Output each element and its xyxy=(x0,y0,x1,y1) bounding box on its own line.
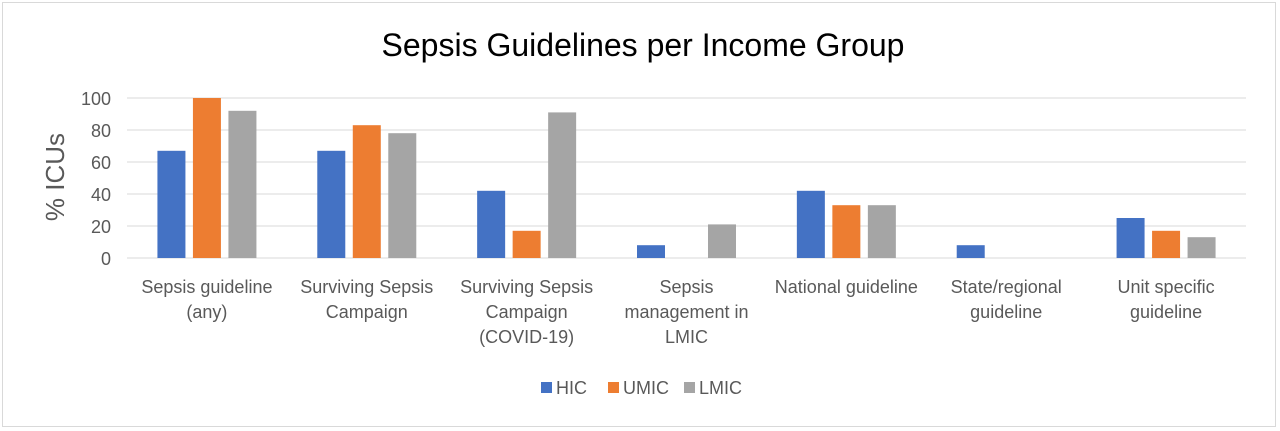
bar-umic xyxy=(352,125,381,258)
category-label-line: LMIC xyxy=(665,327,708,347)
bar-lmic xyxy=(867,205,896,258)
bar-hic xyxy=(317,150,346,258)
category-label-line: Surviving Sepsis xyxy=(460,277,593,297)
category-label-line: Sepsis xyxy=(659,277,713,297)
category-label-line: National guideline xyxy=(775,277,918,297)
category-label-line: guideline xyxy=(970,302,1042,322)
bar-lmic xyxy=(548,112,577,259)
bar-lmic xyxy=(1187,237,1216,258)
bar-hic xyxy=(796,190,825,258)
category-label: Surviving Sepsis Campaign xyxy=(300,277,433,322)
bars xyxy=(157,98,1216,259)
x-axis-categories: Sepsis guideline (any) Surviving Sepsis Cam… xyxy=(141,277,1214,347)
legend-swatch-lmic xyxy=(684,382,695,393)
bar-hic xyxy=(1116,218,1145,258)
legend-label-umic: UMIC xyxy=(623,378,669,398)
gridlines xyxy=(127,97,1246,259)
bar-umic xyxy=(192,98,221,258)
legend: HIC UMIC LMIC xyxy=(541,378,742,398)
y-axis-ticks: 0 20 40 60 80 100 xyxy=(81,89,111,269)
category-label: Surviving Sepsis Campaign (COVID-19) xyxy=(460,277,593,347)
category-label: State/regional guideline xyxy=(951,277,1062,322)
category-label: Sepsis management in LMIC xyxy=(624,277,748,347)
bar-lmic xyxy=(708,224,736,258)
chart-title: Sepsis Guidelines per Income Group xyxy=(382,27,905,63)
category-label: National guideline xyxy=(775,277,918,297)
category-label: Unit specific guideline xyxy=(1118,277,1215,322)
legend-swatch-umic xyxy=(608,382,619,393)
category-label-line: Campaign xyxy=(326,302,408,322)
legend-label-hic: HIC xyxy=(556,378,587,398)
category-label-line: Sepsis guideline xyxy=(141,277,272,297)
legend-swatch-hic xyxy=(541,382,552,393)
category-label: Sepsis guideline (any) xyxy=(141,277,272,322)
y-axis-label: % ICUs xyxy=(40,133,70,221)
y-tick-label: 80 xyxy=(91,121,111,141)
category-label-line: guideline xyxy=(1130,302,1202,322)
bar-hic xyxy=(157,150,186,258)
bar-umic xyxy=(832,205,861,258)
legend-label-lmic: LMIC xyxy=(699,378,742,398)
category-label-line: management in xyxy=(624,302,748,322)
bar-hic xyxy=(637,245,665,258)
y-tick-label: 0 xyxy=(101,249,111,269)
bar-lmic xyxy=(388,133,417,258)
y-tick-label: 20 xyxy=(91,217,111,237)
y-tick-label: 60 xyxy=(91,153,111,173)
category-label-line: (COVID-19) xyxy=(479,327,574,347)
category-label-line: State/regional xyxy=(951,277,1062,297)
y-tick-label: 100 xyxy=(81,89,111,109)
y-tick-label: 40 xyxy=(91,185,111,205)
category-label-line: Campaign xyxy=(486,302,568,322)
category-label-line: (any) xyxy=(186,302,227,322)
bar-umic xyxy=(1152,230,1181,258)
bar-hic xyxy=(477,190,506,258)
bar-lmic xyxy=(228,110,257,258)
category-label-line: Surviving Sepsis xyxy=(300,277,433,297)
category-label-line: Unit specific xyxy=(1118,277,1215,297)
bar-umic xyxy=(512,230,541,258)
bar-hic xyxy=(956,245,985,258)
